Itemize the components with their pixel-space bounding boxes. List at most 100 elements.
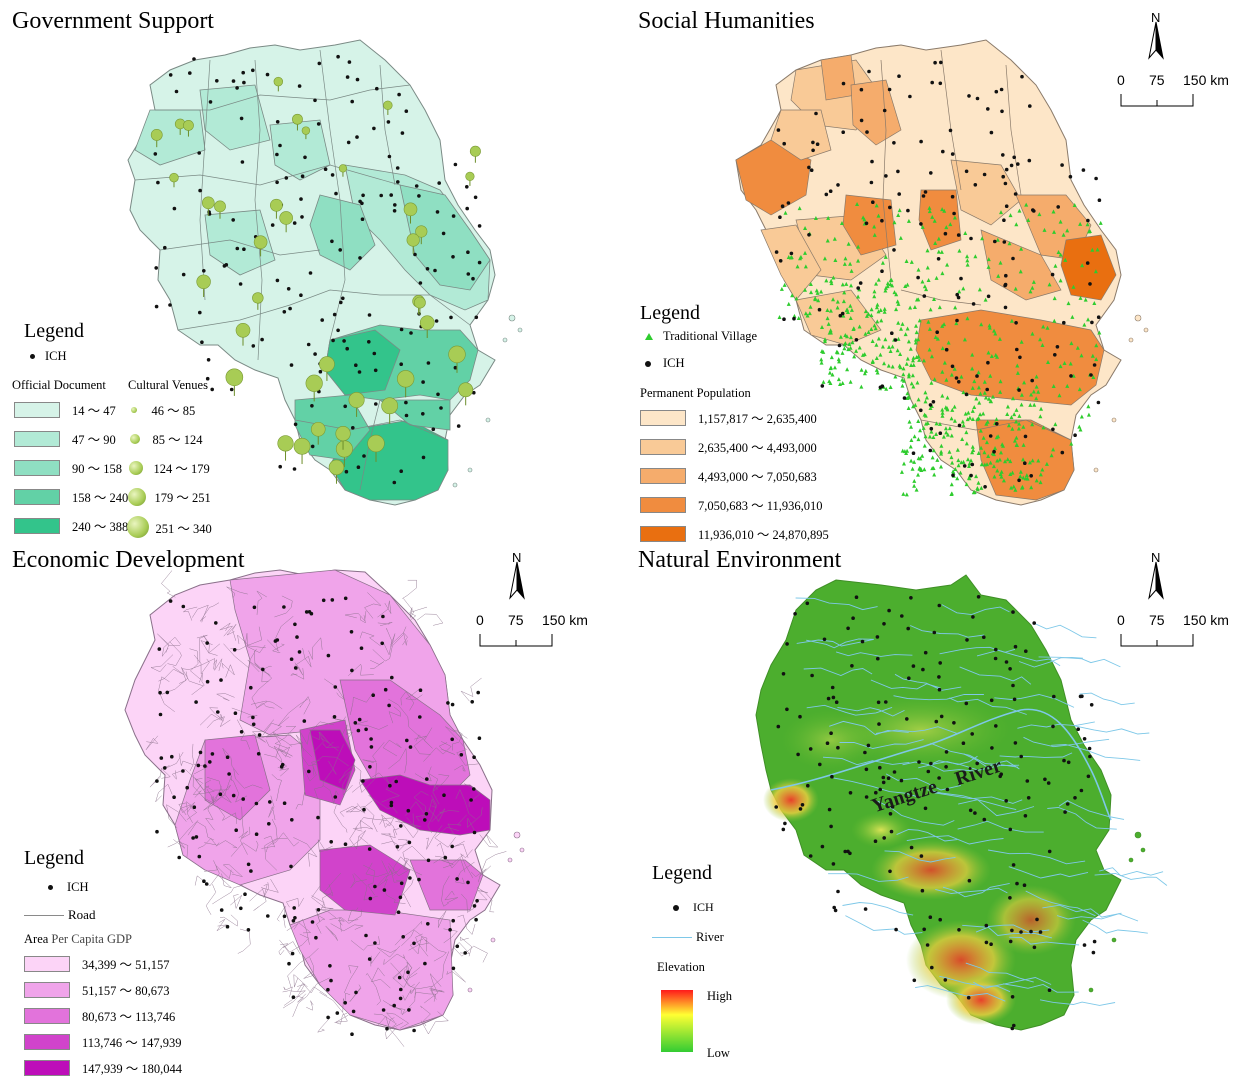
ich-dot	[937, 776, 941, 780]
legend-title: Legend	[652, 862, 712, 884]
cultural-venue-pins	[150, 76, 481, 484]
traditional-village	[874, 305, 879, 310]
ich-dot	[390, 675, 394, 680]
ich-dot	[876, 656, 880, 661]
traditional-village	[901, 366, 906, 371]
traditional-village	[846, 347, 851, 352]
ich-dot	[242, 247, 246, 251]
traditional-village	[953, 305, 958, 310]
ich-dot	[154, 304, 159, 309]
ich-dot	[864, 767, 869, 772]
traditional-village	[896, 213, 901, 218]
traditional-village	[940, 346, 945, 351]
traditional-village	[1083, 297, 1088, 302]
road	[200, 640, 218, 656]
traditional-village	[949, 433, 954, 438]
traditional-village	[1066, 301, 1071, 306]
ich-dot	[897, 192, 901, 196]
ich-dot	[943, 978, 948, 982]
ich-dot	[1097, 198, 1102, 202]
traditional-village	[1087, 229, 1092, 234]
traditional-village	[983, 395, 988, 400]
road	[230, 778, 248, 803]
ich-dot	[234, 828, 238, 832]
ich-dot	[293, 422, 298, 427]
traditional-village	[825, 308, 830, 313]
ich-dot	[321, 598, 326, 603]
ich-dot	[397, 975, 402, 980]
north-arrow-icon	[1148, 561, 1164, 600]
venue-pin	[270, 198, 283, 212]
ich-dot	[154, 266, 158, 270]
ich-dot	[1089, 373, 1093, 377]
traditional-village	[909, 259, 914, 264]
road	[319, 992, 348, 1023]
ich-dot	[159, 756, 164, 760]
road	[456, 742, 479, 766]
road	[414, 766, 432, 782]
ich-dot	[206, 358, 211, 362]
ich-dot	[426, 361, 431, 365]
traditional-village	[872, 289, 877, 294]
traditional-village	[964, 482, 969, 487]
ich-dot	[242, 80, 246, 85]
legend-ich: ICH	[30, 349, 67, 364]
ich-dot	[907, 676, 911, 680]
ich-dot	[368, 765, 372, 769]
road	[403, 598, 415, 618]
legend-label: 11,936,010 ～ 24,870,895	[698, 528, 829, 542]
river	[1025, 890, 1096, 917]
ich-dot	[815, 142, 820, 146]
ich-dot	[1015, 347, 1019, 352]
road	[203, 635, 221, 654]
traditional-village	[1028, 402, 1033, 407]
ich-dot	[407, 840, 412, 845]
ich-dot	[900, 614, 904, 618]
traditional-village	[1008, 472, 1013, 477]
ich-dot	[356, 728, 361, 733]
ich-dot	[1008, 896, 1012, 900]
traditional-village	[909, 424, 914, 429]
river	[845, 915, 923, 935]
traditional-village	[1020, 485, 1025, 490]
traditional-village	[898, 351, 903, 356]
legend-gdp-heading: Area Per Capita GDP	[24, 932, 132, 946]
traditional-village	[916, 397, 921, 402]
road	[301, 743, 318, 767]
traditional-village	[1031, 389, 1036, 394]
ich-dot	[341, 296, 345, 301]
ich-dot	[923, 806, 928, 811]
ich-dot	[1069, 374, 1073, 378]
ich-dot	[243, 892, 247, 896]
ich-dot	[275, 278, 280, 283]
ich-dot	[882, 108, 887, 113]
ich-dot	[919, 222, 923, 226]
ich-dot	[426, 858, 431, 863]
road	[187, 821, 215, 841]
ich-dot	[956, 233, 961, 237]
ich-dot	[205, 641, 209, 645]
ich-dot	[1096, 315, 1101, 320]
road	[205, 884, 217, 915]
traditional-village	[1057, 393, 1062, 398]
legend-title: Legend	[24, 320, 84, 342]
traditional-village	[796, 316, 801, 321]
district	[760, 224, 822, 301]
traditional-village	[1058, 252, 1063, 257]
traditional-village	[899, 469, 904, 474]
traditional-village	[822, 339, 827, 344]
river	[1056, 913, 1139, 922]
ich-dot	[886, 776, 891, 780]
traditional-village	[965, 258, 970, 263]
traditional-village	[805, 313, 810, 318]
traditional-village	[1070, 314, 1075, 319]
ich-dot	[310, 920, 315, 924]
traditional-village	[930, 455, 935, 460]
river	[875, 726, 959, 735]
river	[877, 800, 955, 826]
traditional-village	[925, 248, 930, 253]
traditional-village	[978, 391, 983, 396]
traditional-village	[836, 357, 841, 362]
ich-dot	[379, 193, 384, 198]
ich-dot	[316, 815, 320, 820]
